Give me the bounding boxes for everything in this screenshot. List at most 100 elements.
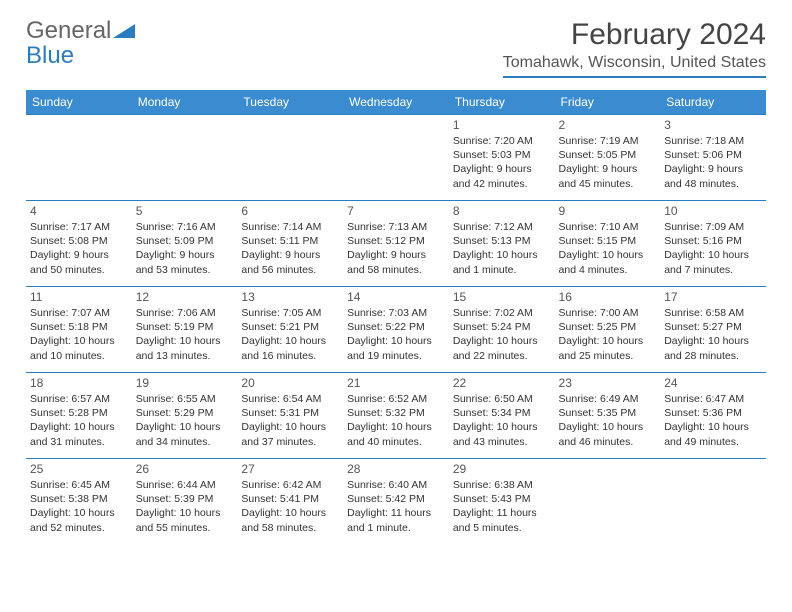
calendar-day-cell: 21Sunrise: 6:52 AMSunset: 5:32 PMDayligh… bbox=[343, 373, 449, 459]
day-number: 22 bbox=[453, 376, 551, 390]
day-details: Sunrise: 6:57 AMSunset: 5:28 PMDaylight:… bbox=[30, 392, 128, 449]
day-details: Sunrise: 6:44 AMSunset: 5:39 PMDaylight:… bbox=[136, 478, 234, 535]
day-number: 23 bbox=[559, 376, 657, 390]
calendar-day-cell bbox=[26, 115, 132, 201]
calendar-day-cell: 12 Sunrise: 7:06 AMSunset: 5:19 PMDayligh… bbox=[132, 287, 238, 373]
calendar-week-row: 18 Sunrise: 6:57 AMSunset: 5:28 PMDayligh… bbox=[26, 373, 766, 459]
day-details: Sunrise: 7:18 AMSunset: 5:06 PMDaylight:… bbox=[664, 134, 762, 191]
calendar-day-cell: 20 Sunrise: 6:54 AMSunset: 5:31 PMDayligh… bbox=[237, 373, 343, 459]
day-header: Saturday bbox=[660, 90, 766, 115]
calendar-day-cell: 4 Sunrise: 7:17 AMSunset: 5:08 PMDaylight… bbox=[26, 201, 132, 287]
calendar-day-cell: 27 Sunrise: 6:42 AMSunset: 5:41 PMDayligh… bbox=[237, 459, 343, 545]
day-details: Sunrise: 6:54 AMSunset: 5:31 PMDaylight:… bbox=[241, 392, 339, 449]
day-details: Sunrise: 6:50 AMSunset: 5:34 PMDaylight:… bbox=[453, 392, 551, 449]
day-number: 29 bbox=[453, 462, 551, 476]
calendar-day-cell: 10 Sunrise: 7:09 AMSunset: 5:16 PMDayligh… bbox=[660, 201, 766, 287]
day-details: Sunrise: 7:13 AMSunset: 5:12 PMDaylight:… bbox=[347, 220, 445, 277]
calendar-day-cell: 28 Sunrise: 6:40 AMSunset: 5:42 PMDayligh… bbox=[343, 459, 449, 545]
calendar-day-cell: 23 Sunrise: 6:49 AMSunset: 5:35 PMDayligh… bbox=[555, 373, 661, 459]
day-number: 8 bbox=[453, 204, 551, 218]
calendar-day-cell: 8 Sunrise: 7:12 AMSunset: 5:13 PMDaylight… bbox=[449, 201, 555, 287]
page-header: General Blue February 2024 Tomahawk, Wis… bbox=[26, 18, 766, 78]
day-number: 6 bbox=[241, 204, 339, 218]
day-number: 15 bbox=[453, 290, 551, 304]
day-number: 7 bbox=[347, 204, 445, 218]
calendar-day-cell bbox=[343, 115, 449, 201]
day-number: 16 bbox=[559, 290, 657, 304]
calendar-header-row: SundayMondayTuesdayWednesdayThursdayFrid… bbox=[26, 90, 766, 115]
day-details: Sunrise: 7:09 AMSunset: 5:16 PMDaylight:… bbox=[664, 220, 762, 277]
day-number: 19 bbox=[136, 376, 234, 390]
day-details: Sunrise: 6:45 AMSunset: 5:38 PMDaylight:… bbox=[30, 478, 128, 535]
calendar-week-row: 1 Sunrise: 7:20 AMSunset: 5:03 PMDaylight… bbox=[26, 115, 766, 201]
day-number: 2 bbox=[559, 118, 657, 132]
day-details: Sunrise: 7:17 AMSunset: 5:08 PMDaylight:… bbox=[30, 220, 128, 277]
day-number: 21 bbox=[347, 376, 445, 390]
calendar-day-cell: 3Sunrise: 7:18 AMSunset: 5:06 PMDaylight… bbox=[660, 115, 766, 201]
calendar-day-cell: 13Sunrise: 7:05 AMSunset: 5:21 PMDayligh… bbox=[237, 287, 343, 373]
calendar-week-row: 11Sunrise: 7:07 AMSunset: 5:18 PMDayligh… bbox=[26, 287, 766, 373]
day-number: 4 bbox=[30, 204, 128, 218]
day-number: 12 bbox=[136, 290, 234, 304]
logo-text-blue: Blue bbox=[26, 42, 74, 69]
day-details: Sunrise: 7:20 AMSunset: 5:03 PMDaylight:… bbox=[453, 134, 551, 191]
month-title: February 2024 bbox=[503, 18, 766, 52]
calendar-day-cell: 24 Sunrise: 6:47 AMSunset: 5:36 PMDayligh… bbox=[660, 373, 766, 459]
day-details: Sunrise: 6:49 AMSunset: 5:35 PMDaylight:… bbox=[559, 392, 657, 449]
day-details: Sunrise: 6:58 AMSunset: 5:27 PMDaylight:… bbox=[664, 306, 762, 363]
day-details: Sunrise: 6:40 AMSunset: 5:42 PMDaylight:… bbox=[347, 478, 445, 535]
day-number: 1 bbox=[453, 118, 551, 132]
calendar-day-cell bbox=[555, 459, 661, 545]
calendar-day-cell: 6 Sunrise: 7:14 AMSunset: 5:11 PMDaylight… bbox=[237, 201, 343, 287]
calendar-day-cell: 25Sunrise: 6:45 AMSunset: 5:38 PMDayligh… bbox=[26, 459, 132, 545]
day-details: Sunrise: 6:55 AMSunset: 5:29 PMDaylight:… bbox=[136, 392, 234, 449]
calendar-day-cell: 22 Sunrise: 6:50 AMSunset: 5:34 PMDayligh… bbox=[449, 373, 555, 459]
day-details: Sunrise: 7:00 AMSunset: 5:25 PMDaylight:… bbox=[559, 306, 657, 363]
calendar-week-row: 4 Sunrise: 7:17 AMSunset: 5:08 PMDaylight… bbox=[26, 201, 766, 287]
logo-text-general: General bbox=[26, 17, 111, 44]
day-details: Sunrise: 7:19 AMSunset: 5:05 PMDaylight:… bbox=[559, 134, 657, 191]
calendar-day-cell: 26Sunrise: 6:44 AMSunset: 5:39 PMDayligh… bbox=[132, 459, 238, 545]
calendar-table: SundayMondayTuesdayWednesdayThursdayFrid… bbox=[26, 90, 766, 545]
day-details: Sunrise: 6:38 AMSunset: 5:43 PMDaylight:… bbox=[453, 478, 551, 535]
calendar-day-cell: 18 Sunrise: 6:57 AMSunset: 5:28 PMDayligh… bbox=[26, 373, 132, 459]
day-number: 5 bbox=[136, 204, 234, 218]
day-details: Sunrise: 6:47 AMSunset: 5:36 PMDaylight:… bbox=[664, 392, 762, 449]
day-details: Sunrise: 7:16 AMSunset: 5:09 PMDaylight:… bbox=[136, 220, 234, 277]
day-header: Monday bbox=[132, 90, 238, 115]
calendar-day-cell: 17Sunrise: 6:58 AMSunset: 5:27 PMDayligh… bbox=[660, 287, 766, 373]
calendar-day-cell: 1 Sunrise: 7:20 AMSunset: 5:03 PMDaylight… bbox=[449, 115, 555, 201]
calendar-day-cell: 15Sunrise: 7:02 AMSunset: 5:24 PMDayligh… bbox=[449, 287, 555, 373]
calendar-day-cell bbox=[132, 115, 238, 201]
calendar-week-row: 25Sunrise: 6:45 AMSunset: 5:38 PMDayligh… bbox=[26, 459, 766, 545]
day-number: 20 bbox=[241, 376, 339, 390]
day-details: Sunrise: 7:14 AMSunset: 5:11 PMDaylight:… bbox=[241, 220, 339, 277]
day-number: 28 bbox=[347, 462, 445, 476]
calendar-day-cell: 19 Sunrise: 6:55 AMSunset: 5:29 PMDayligh… bbox=[132, 373, 238, 459]
day-number: 10 bbox=[664, 204, 762, 218]
calendar-day-cell: 5 Sunrise: 7:16 AMSunset: 5:09 PMDaylight… bbox=[132, 201, 238, 287]
calendar-day-cell: 2 Sunrise: 7:19 AMSunset: 5:05 PMDaylight… bbox=[555, 115, 661, 201]
logo-triangle-icon bbox=[113, 22, 135, 38]
day-details: Sunrise: 7:12 AMSunset: 5:13 PMDaylight:… bbox=[453, 220, 551, 277]
title-block: February 2024 Tomahawk, Wisconsin, Unite… bbox=[503, 18, 766, 78]
day-details: Sunrise: 6:42 AMSunset: 5:41 PMDaylight:… bbox=[241, 478, 339, 535]
day-number: 9 bbox=[559, 204, 657, 218]
calendar-day-cell bbox=[237, 115, 343, 201]
day-number: 11 bbox=[30, 290, 128, 304]
day-details: Sunrise: 7:10 AMSunset: 5:15 PMDaylight:… bbox=[559, 220, 657, 277]
day-number: 18 bbox=[30, 376, 128, 390]
day-header: Tuesday bbox=[237, 90, 343, 115]
day-details: Sunrise: 7:06 AMSunset: 5:19 PMDaylight:… bbox=[136, 306, 234, 363]
day-number: 27 bbox=[241, 462, 339, 476]
location-subtitle: Tomahawk, Wisconsin, United States bbox=[503, 54, 766, 78]
day-number: 14 bbox=[347, 290, 445, 304]
day-header: Friday bbox=[555, 90, 661, 115]
day-details: Sunrise: 7:05 AMSunset: 5:21 PMDaylight:… bbox=[241, 306, 339, 363]
calendar-day-cell: 9 Sunrise: 7:10 AMSunset: 5:15 PMDaylight… bbox=[555, 201, 661, 287]
day-header: Sunday bbox=[26, 90, 132, 115]
day-details: Sunrise: 7:03 AMSunset: 5:22 PMDaylight:… bbox=[347, 306, 445, 363]
calendar-day-cell: 7 Sunrise: 7:13 AMSunset: 5:12 PMDaylight… bbox=[343, 201, 449, 287]
logo: General Blue bbox=[26, 18, 135, 68]
day-number: 24 bbox=[664, 376, 762, 390]
